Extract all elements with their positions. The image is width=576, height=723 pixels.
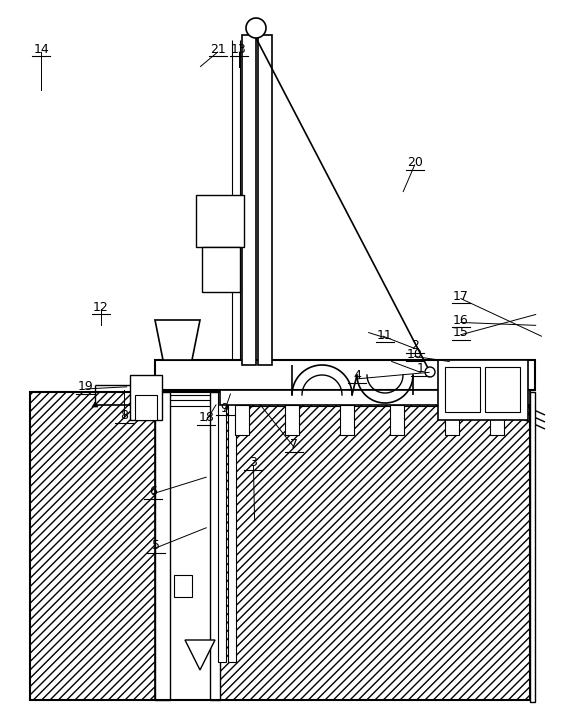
Circle shape [246, 18, 266, 38]
Text: 18: 18 [198, 411, 214, 424]
Bar [196, 195, 244, 247]
Text: 17: 17 [453, 290, 469, 303]
Text: 21: 21 [210, 43, 226, 56]
Bar [210, 392, 530, 700]
Circle shape [425, 367, 435, 377]
Bar [438, 360, 528, 420]
Text: 8: 8 [120, 409, 128, 422]
Bar [218, 392, 226, 662]
Bar [445, 367, 480, 412]
Bar [130, 375, 162, 420]
Bar [170, 392, 210, 700]
Text: 7: 7 [290, 438, 298, 451]
Bar [135, 395, 157, 420]
Bar [155, 360, 535, 390]
Text: 11: 11 [377, 329, 393, 342]
Bar [390, 405, 404, 435]
Text: 9: 9 [221, 402, 229, 415]
Text: 14: 14 [33, 43, 50, 56]
Text: 3: 3 [249, 456, 257, 469]
Text: 16: 16 [453, 314, 469, 327]
Text: 1: 1 [416, 362, 425, 375]
Bar [485, 367, 520, 412]
Bar [530, 392, 535, 702]
Bar [490, 405, 504, 435]
Bar [220, 390, 530, 405]
Text: 15: 15 [453, 326, 469, 339]
Text: 13: 13 [231, 43, 247, 56]
Text: 2: 2 [411, 339, 419, 352]
Bar [30, 392, 155, 700]
Text: 5: 5 [151, 539, 160, 552]
Bar [242, 35, 256, 365]
Bar [210, 392, 220, 700]
Bar [228, 392, 236, 662]
Bar [30, 392, 530, 700]
Bar [235, 405, 249, 435]
Bar [258, 35, 272, 365]
Text: 19: 19 [77, 380, 93, 393]
Bar [340, 405, 354, 435]
Bar [174, 575, 192, 597]
Text: 6: 6 [149, 485, 157, 498]
Text: 4: 4 [353, 369, 361, 382]
Polygon shape [185, 640, 215, 670]
Bar [445, 405, 459, 435]
Polygon shape [155, 320, 200, 360]
Bar [155, 392, 170, 700]
Text: 20: 20 [407, 156, 423, 169]
Bar [202, 247, 240, 292]
Text: 10: 10 [407, 348, 423, 361]
Bar [285, 405, 299, 435]
Text: 12: 12 [93, 301, 109, 314]
Polygon shape [92, 402, 98, 407]
